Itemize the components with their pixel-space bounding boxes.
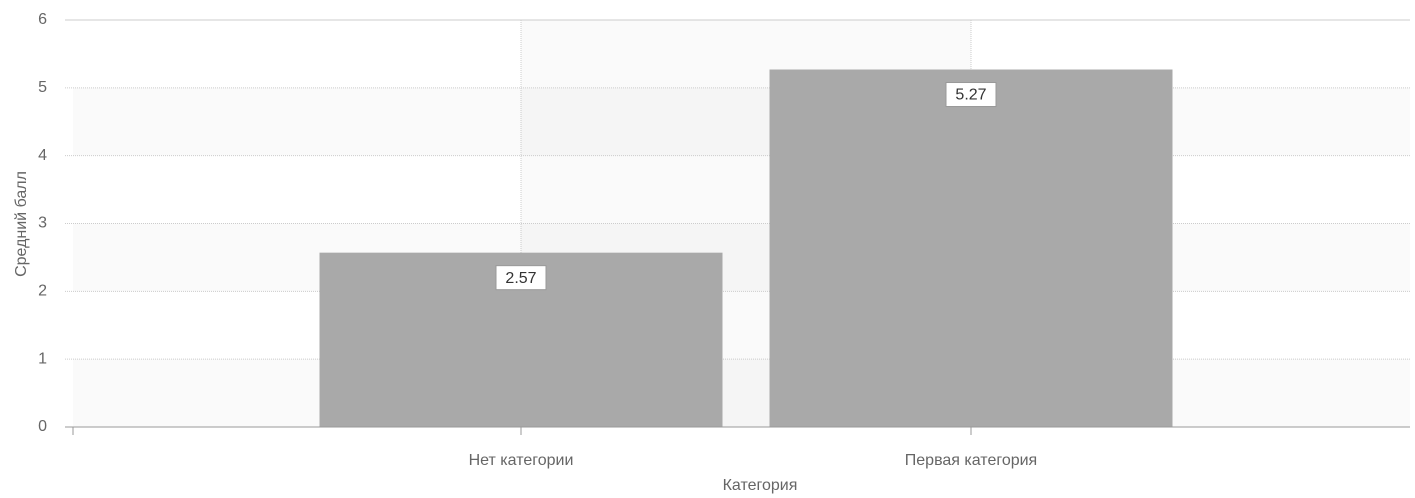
y-tick-label: 6 bbox=[38, 11, 47, 28]
x-axis-label: Категория bbox=[723, 477, 798, 494]
x-tick-label: Первая категория bbox=[905, 452, 1037, 469]
y-tick-label: 5 bbox=[38, 79, 47, 96]
y-tick-label: 1 bbox=[38, 350, 47, 367]
y-tick-label: 0 bbox=[38, 418, 47, 435]
plot-band bbox=[73, 87, 1410, 156]
y-tick-label: 3 bbox=[38, 215, 47, 232]
plot-band bbox=[73, 223, 1410, 292]
data-label-box bbox=[945, 82, 997, 108]
y-axis-label: Средний балл bbox=[13, 171, 30, 277]
y-tick-label: 2 bbox=[38, 283, 47, 300]
data-label: 5.27 bbox=[955, 87, 986, 104]
bar bbox=[769, 69, 1173, 427]
data-label-box bbox=[495, 265, 547, 291]
x-tick-label: Нет категории bbox=[469, 452, 574, 469]
plot-band bbox=[73, 359, 1410, 427]
data-label: 2.57 bbox=[505, 270, 536, 287]
y-tick-label: 4 bbox=[38, 147, 47, 164]
